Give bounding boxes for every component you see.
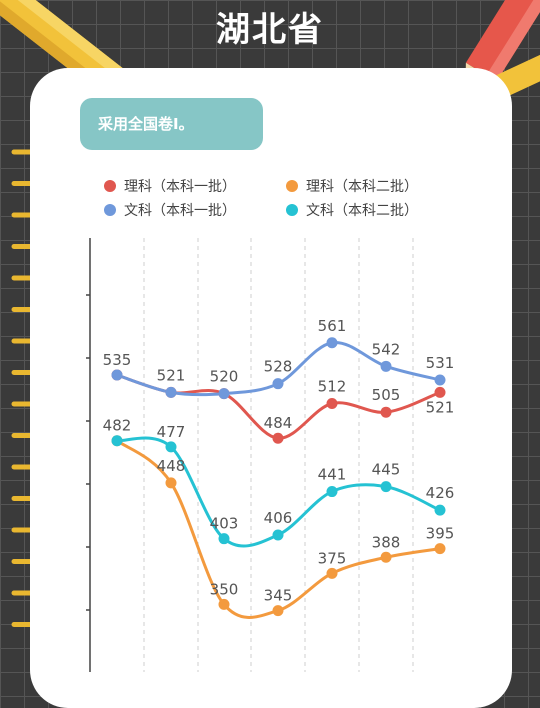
data-point [165, 441, 177, 453]
data-label: 520 [210, 368, 239, 386]
data-point [165, 386, 177, 398]
data-point [380, 551, 392, 563]
data-label: 403 [210, 515, 239, 533]
data-label: 505 [372, 386, 401, 404]
legend-label: 理科（本科二批） [306, 179, 418, 195]
data-point [380, 406, 392, 418]
page-title: 湖北省 [216, 10, 324, 50]
data-label: 521 [426, 398, 455, 416]
data-point [218, 533, 230, 545]
data-point [218, 598, 230, 610]
data-point [111, 369, 123, 381]
data-point [272, 529, 284, 541]
legend-label: 文科（本科一批） [124, 203, 236, 219]
data-point [434, 374, 446, 386]
data-point [111, 435, 123, 447]
data-point [165, 477, 177, 489]
data-label: 477 [157, 423, 186, 441]
data-label: 512 [318, 378, 347, 396]
legend-item-sci1: 理科（本科一批） [104, 176, 236, 196]
line-chart: 484 512 505 521 448 350 345 375 388 395 535 521 520 5… [86, 238, 455, 672]
data-label: 531 [426, 354, 455, 372]
data-label: 350 [210, 580, 239, 598]
data-label: 535 [103, 351, 132, 369]
data-point [272, 378, 284, 390]
data-point [272, 605, 284, 617]
legend-dot-icon [286, 180, 298, 192]
data-label: 542 [372, 340, 401, 358]
data-label: 521 [157, 366, 186, 384]
exam-badge: 采用全国卷Ⅰ。 [80, 98, 263, 150]
legend-item-sci2: 理科（本科二批） [286, 176, 418, 196]
data-label: 448 [157, 457, 186, 475]
data-label: 441 [318, 466, 347, 484]
legend-dot-icon [104, 204, 116, 216]
data-point [326, 567, 338, 579]
legend-dot-icon [104, 180, 116, 192]
data-label: 345 [264, 587, 293, 605]
data-point [326, 398, 338, 410]
legend-dot-icon [286, 204, 298, 216]
data-point [272, 432, 284, 444]
data-point [380, 360, 392, 372]
data-label: 426 [426, 484, 455, 502]
data-label: 395 [426, 525, 455, 543]
data-label: 375 [318, 549, 347, 567]
data-label: 406 [264, 509, 293, 527]
data-point [434, 504, 446, 516]
data-point [326, 337, 338, 349]
data-label: 482 [103, 417, 132, 435]
data-label: 445 [372, 461, 401, 479]
data-label: 484 [264, 414, 293, 432]
data-point [434, 543, 446, 555]
data-point [434, 386, 446, 398]
legend-item-art1: 文科（本科一批） [104, 200, 236, 220]
data-point [218, 388, 230, 400]
data-label: 388 [372, 533, 401, 551]
data-label: 528 [264, 358, 293, 376]
legend-label: 文科（本科二批） [306, 203, 418, 219]
legend-label: 理科（本科一批） [124, 179, 236, 195]
data-point [326, 486, 338, 498]
legend-item-art2: 文科（本科二批） [286, 200, 418, 220]
data-point [380, 481, 392, 493]
data-label: 561 [318, 317, 347, 335]
